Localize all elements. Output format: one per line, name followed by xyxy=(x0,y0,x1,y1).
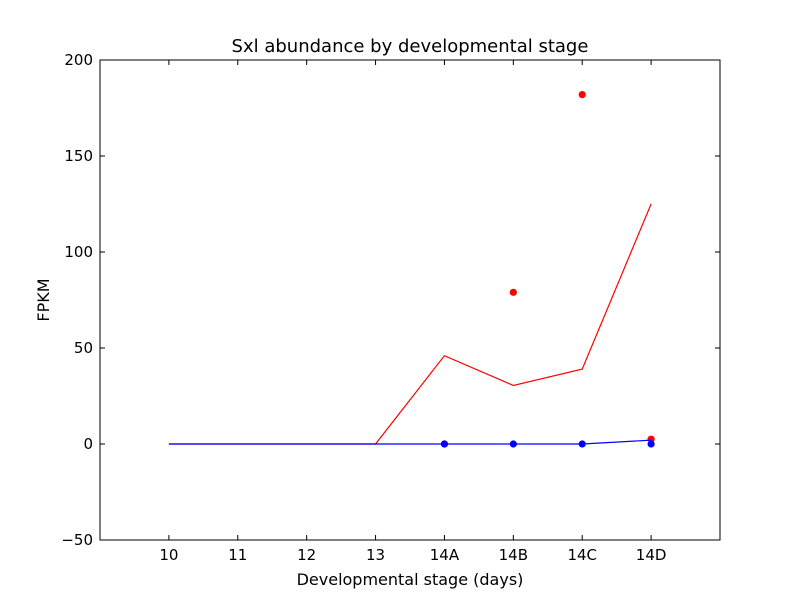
series-1-line xyxy=(168,439,652,445)
y-tick-label: 0 xyxy=(83,435,93,453)
y-tick-label: 50 xyxy=(74,339,93,357)
x-tick-label: 14A xyxy=(430,546,460,564)
series-0-point xyxy=(578,90,586,99)
series-0-line xyxy=(168,203,652,445)
series-1-point xyxy=(509,440,517,448)
plot-frame xyxy=(99,59,721,541)
x-tick-label: 13 xyxy=(366,546,385,564)
y-axis-title: FPKM xyxy=(34,278,53,321)
x-tick-label: 10 xyxy=(159,546,178,564)
y-tick-label: −50 xyxy=(61,531,93,549)
x-tick-label: 14C xyxy=(567,546,597,564)
y-tick-label: 100 xyxy=(64,243,93,261)
series-1-point xyxy=(440,440,449,448)
x-tick-label: 12 xyxy=(297,546,316,564)
x-axis-title: Developmental stage (days) xyxy=(297,570,524,589)
y-tick-label: 150 xyxy=(64,147,93,165)
chart-title: Sxl abundance by developmental stage xyxy=(232,36,589,57)
x-tick-label: 11 xyxy=(228,546,247,564)
x-tick-label: 14D xyxy=(636,546,667,564)
series-1-point xyxy=(578,440,586,448)
series-0-point xyxy=(509,288,517,296)
y-tick-label: 200 xyxy=(64,51,93,69)
series-1-point xyxy=(647,440,655,448)
x-tick-label: 14B xyxy=(499,546,528,564)
